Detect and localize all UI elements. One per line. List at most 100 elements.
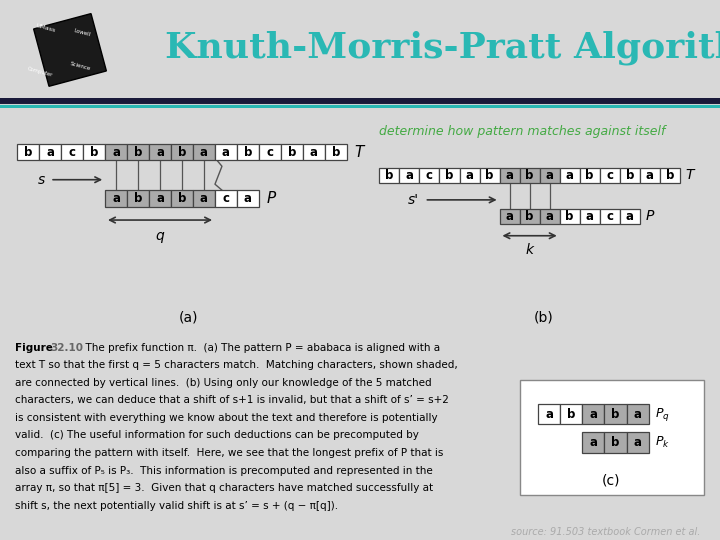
Text: $P_k$: $P_k$ — [654, 435, 670, 450]
Text: comparing the pattern with itself.  Here, we see that the longest prefix of P th: comparing the pattern with itself. Here,… — [15, 448, 444, 458]
Text: b: b — [90, 146, 99, 159]
Bar — [193, 144, 215, 160]
Text: (a): (a) — [179, 310, 199, 324]
Text: b: b — [611, 408, 620, 421]
Text: a: a — [590, 436, 598, 449]
Bar — [439, 168, 459, 183]
Text: a: a — [634, 436, 642, 449]
Text: b: b — [526, 210, 534, 223]
Bar — [582, 433, 605, 453]
Bar — [520, 168, 539, 183]
Bar — [420, 168, 439, 183]
Bar — [539, 404, 560, 424]
Bar — [171, 144, 193, 160]
Bar — [237, 144, 259, 160]
Bar — [459, 168, 480, 183]
Bar — [149, 144, 171, 160]
Text: array π, so that π[5] = 3.  Given that q characters have matched successfully at: array π, so that π[5] = 3. Given that q … — [15, 483, 433, 493]
Text: c: c — [606, 168, 613, 182]
Text: is consistent with everything we know about the text and therefore is potentiall: is consistent with everything we know ab… — [15, 413, 438, 423]
Text: text T so that the first q = 5 characters match.  Matching characters, shown sha: text T so that the first q = 5 character… — [15, 360, 458, 370]
Text: a: a — [566, 168, 574, 182]
Text: UMass: UMass — [35, 23, 56, 33]
Text: P: P — [646, 210, 654, 224]
Text: b: b — [445, 168, 454, 182]
Bar — [620, 168, 639, 183]
Text: T: T — [355, 145, 364, 160]
Text: a: a — [585, 210, 594, 223]
Bar — [127, 144, 149, 160]
Text: a: a — [466, 168, 474, 182]
Text: are connected by vertical lines.  (b) Using only our knowledge of the 5 matched: are connected by vertical lines. (b) Usi… — [15, 378, 432, 388]
Bar — [105, 190, 127, 207]
Text: The prefix function π.  (a) The pattern P = ababaca is aligned with a: The prefix function π. (a) The pattern P… — [79, 343, 441, 353]
Text: also a suffix of P₅ is P₃.  This information is precomputed and represented in t: also a suffix of P₅ is P₃. This informat… — [15, 465, 433, 476]
Text: c: c — [426, 168, 433, 182]
Bar — [61, 144, 83, 160]
Bar — [281, 144, 303, 160]
Text: b: b — [134, 192, 143, 205]
Text: b: b — [332, 146, 340, 159]
Bar — [193, 190, 215, 207]
Text: a: a — [244, 192, 252, 205]
Text: a: a — [626, 210, 634, 223]
Text: c: c — [68, 146, 76, 159]
Text: b: b — [178, 146, 186, 159]
Bar — [660, 168, 680, 183]
Text: b: b — [24, 146, 32, 159]
Text: q: q — [156, 229, 164, 243]
Text: b: b — [526, 168, 534, 182]
Text: a: a — [546, 408, 554, 421]
Text: Knuth-Morris-Pratt Algorithm: Knuth-Morris-Pratt Algorithm — [165, 31, 720, 65]
Text: a: a — [200, 146, 208, 159]
Text: b: b — [288, 146, 296, 159]
Text: Science: Science — [69, 61, 91, 71]
Bar — [539, 168, 559, 183]
Bar — [379, 168, 400, 183]
Bar — [325, 144, 347, 160]
Bar — [605, 433, 626, 453]
Bar — [626, 433, 649, 453]
Text: a: a — [46, 146, 54, 159]
Bar — [560, 404, 582, 424]
Text: P: P — [267, 191, 276, 206]
Text: a: a — [222, 146, 230, 159]
Text: source: 91.503 textbook Cormen et al.: source: 91.503 textbook Cormen et al. — [510, 528, 700, 537]
Text: a: a — [156, 192, 164, 205]
Text: determine how pattern matches against itself: determine how pattern matches against it… — [379, 125, 666, 138]
Bar — [539, 209, 559, 224]
Bar — [215, 190, 237, 207]
Text: b: b — [134, 146, 143, 159]
Text: b: b — [567, 408, 576, 421]
Text: (c): (c) — [602, 474, 621, 488]
Bar — [600, 209, 620, 224]
Bar — [237, 190, 259, 207]
Text: a: a — [405, 168, 413, 182]
Bar — [520, 209, 539, 224]
Text: s': s' — [408, 193, 420, 207]
Bar — [559, 168, 580, 183]
Text: b: b — [626, 168, 634, 182]
Bar — [600, 168, 620, 183]
Text: a: a — [200, 192, 208, 205]
Text: b: b — [585, 168, 594, 182]
Bar — [303, 144, 325, 160]
Bar — [259, 144, 281, 160]
Bar — [500, 168, 520, 183]
Text: valid.  (c) The useful information for such deductions can be precomputed by: valid. (c) The useful information for su… — [15, 430, 419, 441]
Text: b: b — [565, 210, 574, 223]
Text: characters, we can deduce that a shift of s+1 is invalid, but that a shift of s’: characters, we can deduce that a shift o… — [15, 395, 449, 406]
Bar — [500, 209, 520, 224]
Bar — [626, 404, 649, 424]
Text: a: a — [156, 146, 164, 159]
Text: k: k — [526, 243, 534, 257]
Text: a: a — [546, 210, 554, 223]
Bar — [215, 144, 237, 160]
Bar — [83, 144, 105, 160]
Polygon shape — [34, 14, 107, 86]
Text: a: a — [112, 192, 120, 205]
Text: c: c — [606, 210, 613, 223]
Text: a: a — [634, 408, 642, 421]
Bar — [149, 190, 171, 207]
Text: (b): (b) — [534, 310, 554, 324]
